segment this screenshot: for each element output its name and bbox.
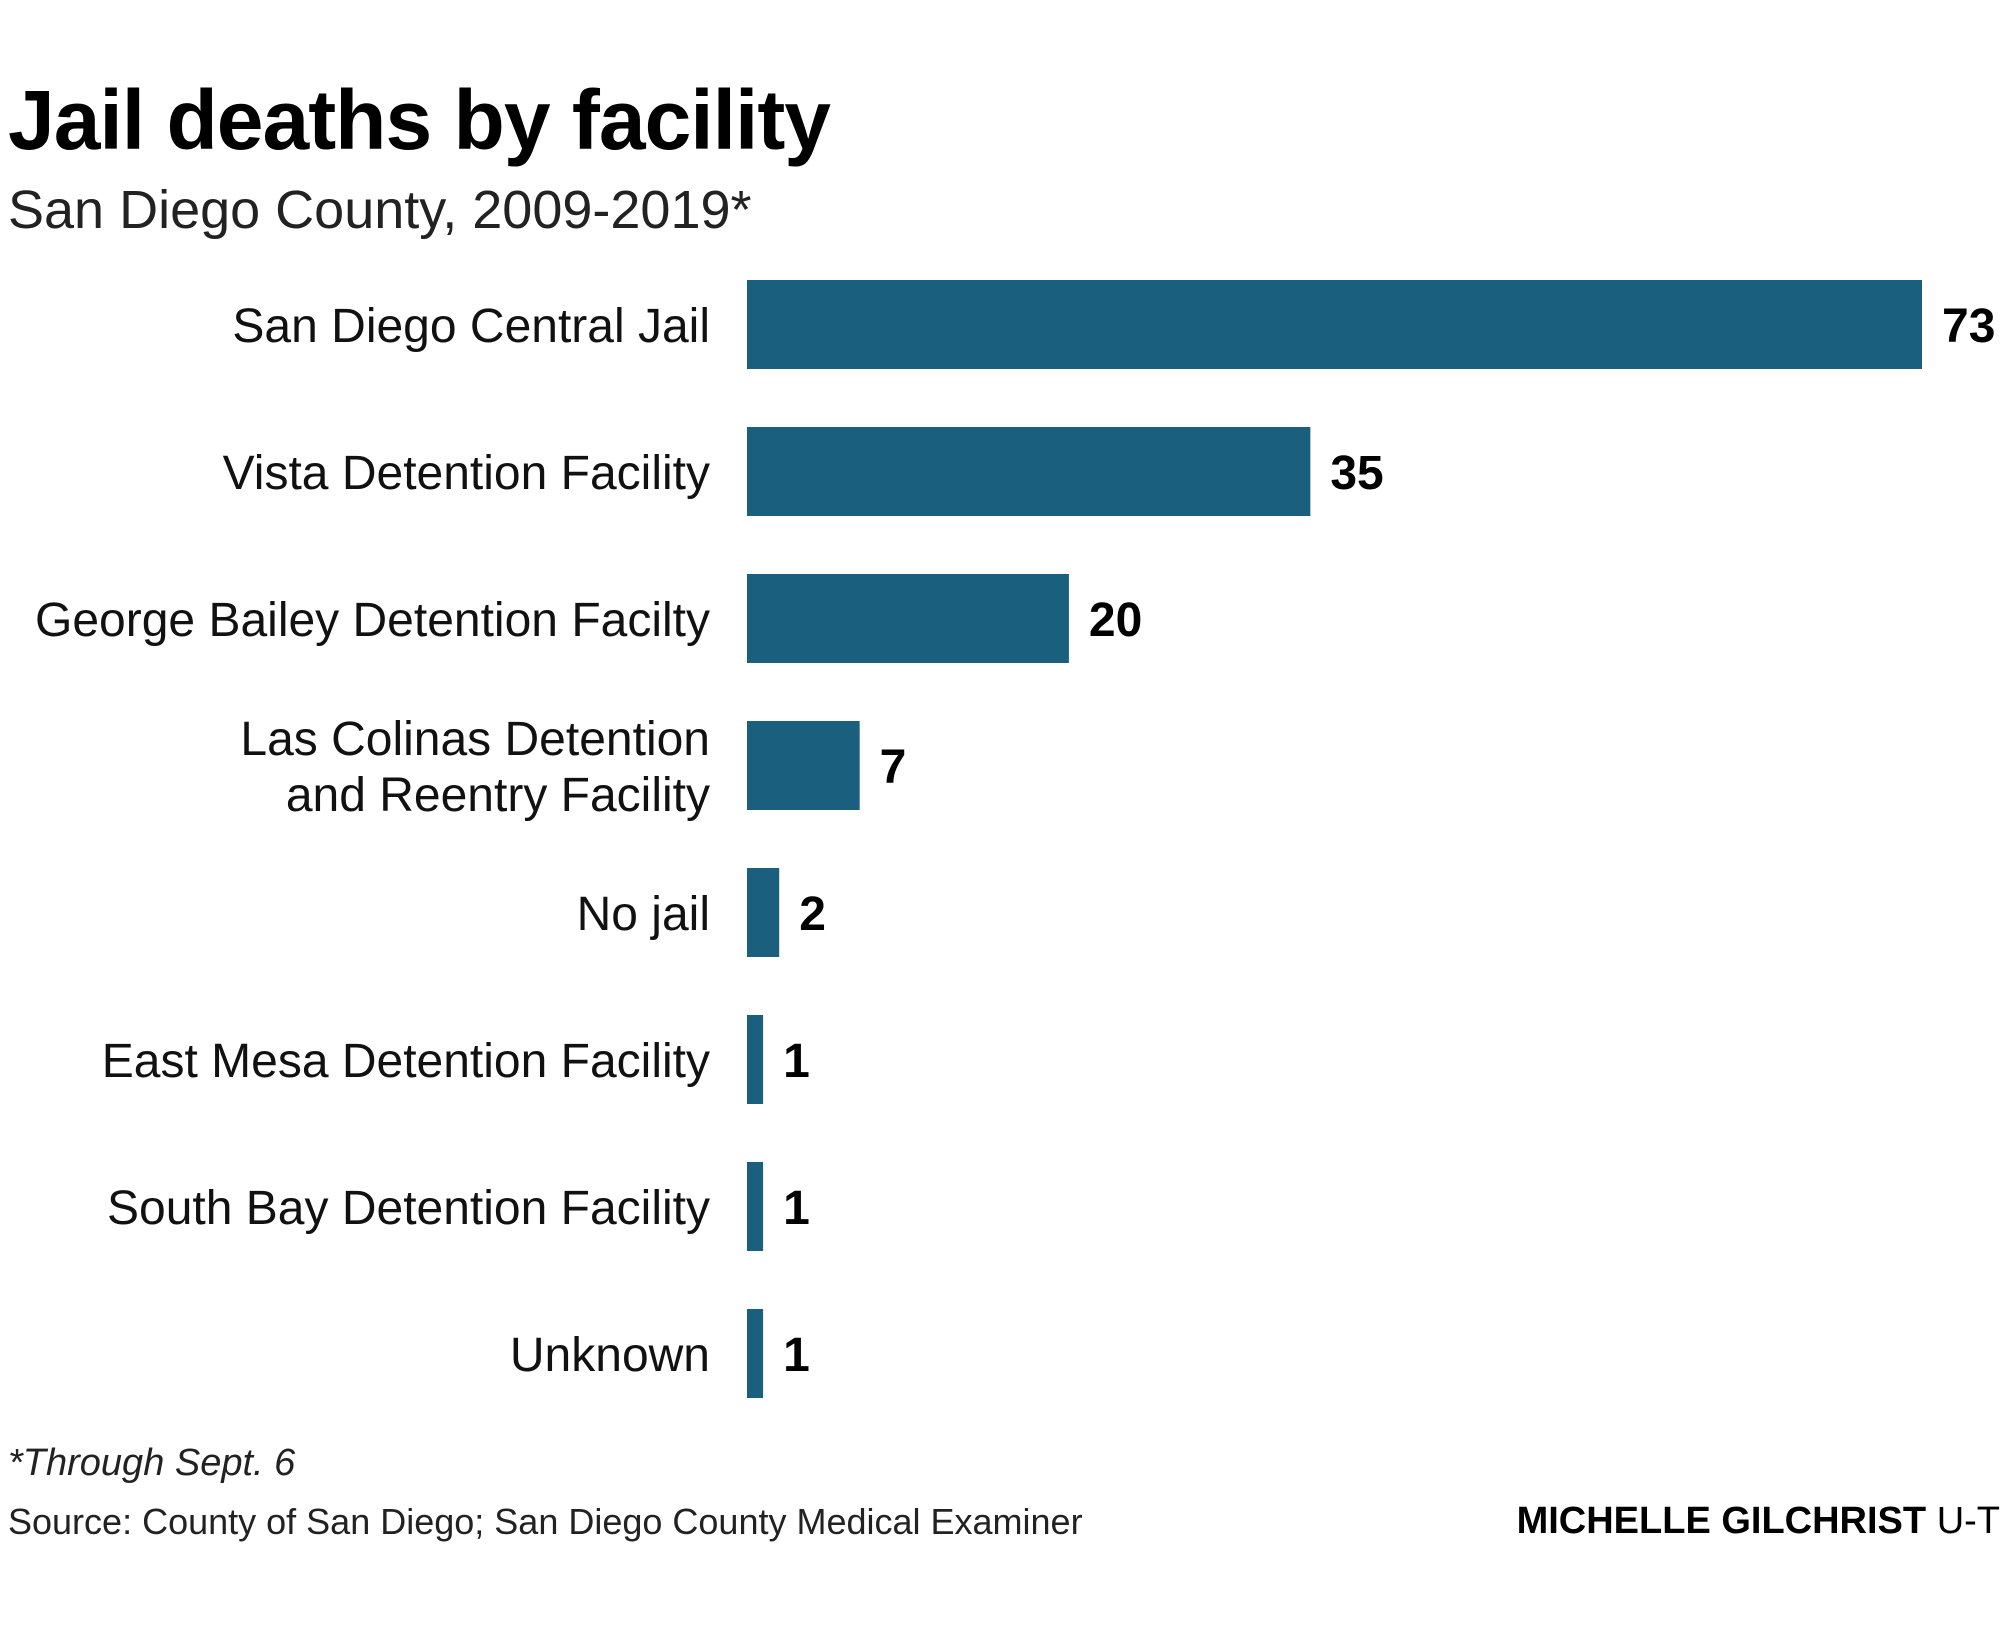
value-label: 7 xyxy=(880,741,907,794)
footnote: *Through Sept. 6 xyxy=(8,1442,296,1484)
chart-title: Jail deaths by facility xyxy=(8,73,831,167)
value-label: 73 xyxy=(1942,300,1995,353)
value-label: 1 xyxy=(783,1182,810,1235)
bar xyxy=(747,1309,764,1398)
category-label: George Bailey Detention Facilty xyxy=(35,594,710,647)
bar-chart: San Diego Central Jail 73 Vista Detention … xyxy=(35,280,1995,1398)
chart-subtitle: San Diego County, 2009-2019* xyxy=(8,180,752,240)
value-label: 2 xyxy=(799,888,826,941)
category-label: No jail xyxy=(577,888,710,941)
value-label: 1 xyxy=(783,1329,810,1382)
bar xyxy=(747,574,1069,663)
bar xyxy=(747,280,1922,369)
category-label: San Diego Central Jail xyxy=(232,300,710,353)
bar xyxy=(747,1162,764,1251)
value-label: 20 xyxy=(1089,594,1142,647)
credit-line: MICHELLE GILCHRIST U-T xyxy=(1517,1498,2000,1544)
credit-name: MICHELLE GILCHRIST xyxy=(1516,1500,1927,1542)
value-label: 1 xyxy=(783,1035,810,1088)
source-note: Source: County of San Diego; San Diego C… xyxy=(8,1501,1083,1542)
bar xyxy=(747,868,780,957)
category-label: Unknown xyxy=(510,1329,710,1382)
bar xyxy=(747,1015,764,1104)
category-label: Las Colinas Detention and Reentry Facilit… xyxy=(240,713,710,822)
value-label: 35 xyxy=(1330,447,1383,500)
bars-group: San Diego Central Jail 73 Vista Detention … xyxy=(35,280,1995,1398)
credit-org: U-T xyxy=(1936,1500,2000,1542)
category-label: South Bay Detention Facility xyxy=(107,1182,710,1235)
category-label: East Mesa Detention Facility xyxy=(102,1035,710,1088)
bar xyxy=(747,427,1311,516)
bar xyxy=(747,721,860,810)
category-label: Vista Detention Facility xyxy=(223,447,710,500)
